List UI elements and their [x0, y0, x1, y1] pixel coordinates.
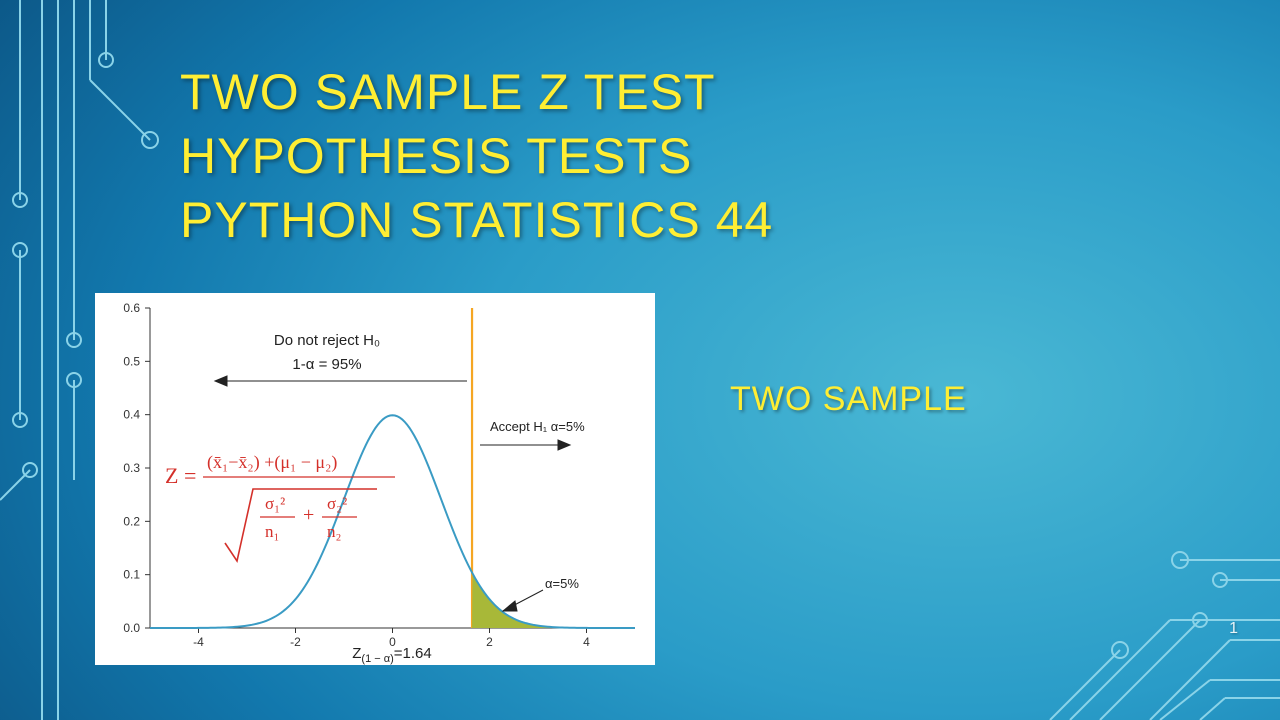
z-formula: Z = (x̄₁−x̄₂) +(μ₁ − μ₂) σ₁² n₁ + σ₂² n₂: [165, 452, 395, 561]
svg-text:0.6: 0.6: [123, 301, 140, 315]
formula-den-sigma2: σ₂²: [327, 494, 347, 513]
svg-text:0.4: 0.4: [123, 408, 140, 422]
svg-text:4: 4: [583, 635, 590, 649]
y-ticks: 0.0 0.1 0.2 0.3 0.4 0.5 0.6: [123, 301, 150, 635]
title-line-1: TWO SAMPLE Z TEST: [180, 60, 1200, 124]
formula-numerator: (x̄₁−x̄₂) +(μ₁ − μ₂): [207, 452, 337, 473]
slide: TWO SAMPLE Z TEST HYPOTHESIS TESTS PYTHO…: [0, 0, 1280, 720]
slide-subtitle: TWO SAMPLE: [730, 380, 967, 419]
arrow-region: [503, 590, 543, 611]
title-line-3: PYTHON STATISTICS 44: [180, 188, 1200, 252]
svg-text:-4: -4: [193, 635, 204, 649]
slide-title: TWO SAMPLE Z TEST HYPOTHESIS TESTS PYTHO…: [180, 60, 1200, 252]
svg-text:0.5: 0.5: [123, 354, 140, 368]
chart-svg: -4-2024 0.00.10.20.30.40.50.6 Do not rej…: [95, 293, 655, 665]
title-line-2: HYPOTHESIS TESTS: [180, 124, 1200, 188]
svg-text:-2: -2: [290, 635, 301, 649]
formula-den-n1: n₁: [265, 522, 279, 541]
svg-text:0.2: 0.2: [123, 514, 140, 528]
formula-radical: [225, 489, 377, 561]
anno-accept: Accept H₁ α=5%: [490, 419, 585, 434]
anno-noreject: Do not reject H₀: [274, 332, 380, 349]
formula-den-n2: n₂: [327, 522, 341, 541]
svg-text:0.0: 0.0: [123, 621, 140, 635]
x-ticks: -4-2024: [193, 628, 590, 649]
svg-text:0.1: 0.1: [123, 568, 140, 582]
formula-lhs: Z =: [165, 463, 196, 488]
formula-plus: +: [303, 504, 314, 526]
page-number: 1: [1229, 620, 1238, 638]
svg-text:0.3: 0.3: [123, 461, 140, 475]
arrow-left: [215, 376, 467, 386]
anno-region-label: α=5%: [545, 576, 579, 591]
anno-1minusalpha: 1-α = 95%: [292, 356, 361, 373]
ztest-chart: -4-2024 0.00.10.20.30.40.50.6 Do not rej…: [95, 293, 655, 665]
svg-text:2: 2: [486, 635, 493, 649]
arrow-right: [480, 440, 570, 450]
formula-den-sigma1: σ₁²: [265, 494, 285, 513]
